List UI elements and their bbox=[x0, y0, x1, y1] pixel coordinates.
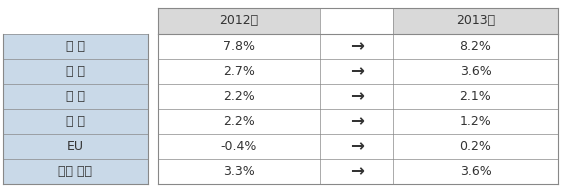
Text: →: → bbox=[350, 87, 364, 105]
Bar bbox=[3, 59, 148, 84]
Text: 미 국: 미 국 bbox=[66, 90, 85, 103]
Text: →: → bbox=[350, 162, 364, 180]
Bar bbox=[3, 84, 148, 109]
Bar bbox=[393, 8, 558, 34]
Text: 한 국: 한 국 bbox=[66, 65, 85, 78]
Text: -0.4%: -0.4% bbox=[221, 140, 257, 153]
Text: →: → bbox=[350, 62, 364, 80]
Bar bbox=[3, 159, 148, 184]
Text: 8.2%: 8.2% bbox=[459, 40, 491, 53]
Text: →: → bbox=[350, 112, 364, 130]
Bar bbox=[3, 34, 148, 59]
Text: EU: EU bbox=[67, 140, 84, 153]
Text: 세계 전체: 세계 전체 bbox=[58, 165, 93, 178]
Text: 2.1%: 2.1% bbox=[459, 90, 491, 103]
Text: 중 국: 중 국 bbox=[66, 40, 85, 53]
Text: 2.2%: 2.2% bbox=[223, 90, 255, 103]
Bar bbox=[3, 134, 148, 159]
Text: 3.3%: 3.3% bbox=[223, 165, 255, 178]
Bar bbox=[3, 109, 148, 134]
Text: 3.6%: 3.6% bbox=[459, 65, 491, 78]
Text: →: → bbox=[350, 37, 364, 55]
Text: →: → bbox=[350, 137, 364, 155]
Text: 2.7%: 2.7% bbox=[223, 65, 255, 78]
Text: 2012년: 2012년 bbox=[219, 14, 259, 27]
Text: 3.6%: 3.6% bbox=[459, 165, 491, 178]
Text: 0.2%: 0.2% bbox=[459, 140, 491, 153]
Text: 1.2%: 1.2% bbox=[459, 115, 491, 128]
Text: 2.2%: 2.2% bbox=[223, 115, 255, 128]
Bar bbox=[158, 8, 320, 34]
Text: 일 본: 일 본 bbox=[66, 115, 85, 128]
Text: 2013년: 2013년 bbox=[456, 14, 495, 27]
Text: 7.8%: 7.8% bbox=[223, 40, 255, 53]
